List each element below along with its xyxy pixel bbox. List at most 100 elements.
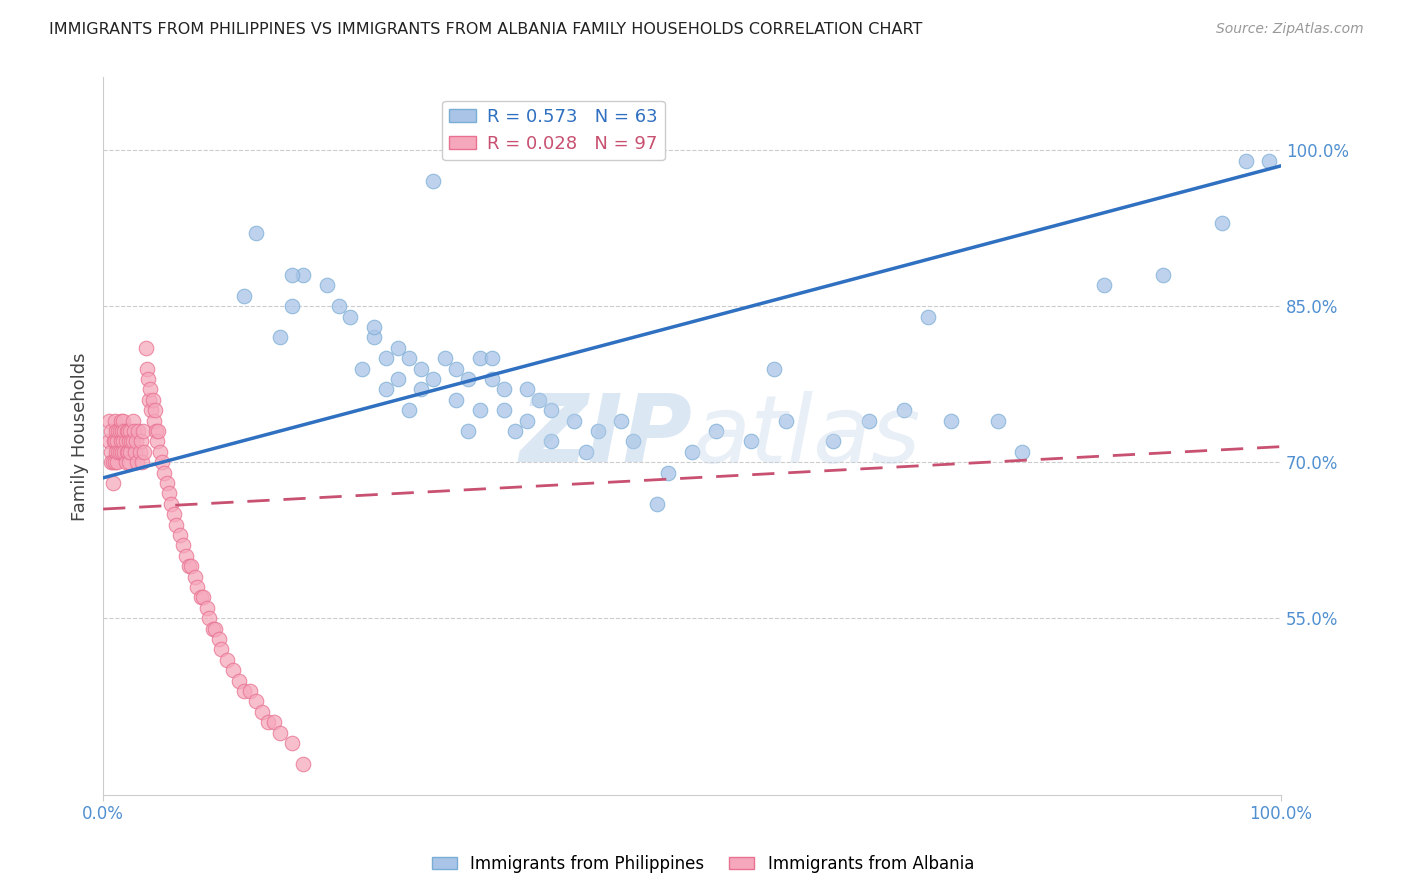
Point: [387, 341, 409, 355]
Point: [387, 372, 409, 386]
Point: [122, 424, 145, 438]
Point: [115, 445, 138, 459]
Point: [186, 580, 208, 594]
Point: [540, 434, 562, 449]
Point: [160, 497, 183, 511]
Point: [245, 227, 267, 241]
Point: [127, 424, 149, 438]
Point: [292, 268, 315, 282]
Point: [120, 424, 142, 438]
Point: [645, 497, 668, 511]
Point: [398, 403, 420, 417]
Point: [207, 632, 229, 646]
Point: [127, 455, 149, 469]
Point: [169, 528, 191, 542]
Point: [128, 445, 150, 459]
Point: [263, 715, 285, 730]
Point: [209, 642, 232, 657]
Point: [100, 424, 122, 438]
Point: [492, 403, 515, 417]
Point: [352, 361, 374, 376]
Point: [339, 310, 361, 324]
Point: [269, 330, 291, 344]
Point: [516, 383, 538, 397]
Point: [150, 455, 173, 469]
Point: [917, 310, 939, 324]
Point: [172, 538, 194, 552]
Point: [1211, 216, 1233, 230]
Point: [105, 434, 128, 449]
Point: [374, 351, 396, 366]
Text: ZIP: ZIP: [519, 391, 692, 483]
Point: [292, 756, 315, 771]
Point: [1011, 445, 1033, 459]
Point: [457, 424, 479, 438]
Point: [422, 174, 444, 188]
Point: [142, 392, 165, 407]
Point: [411, 361, 433, 376]
Point: [112, 424, 135, 438]
Point: [215, 653, 238, 667]
Y-axis label: Family Households: Family Households: [72, 352, 89, 521]
Point: [575, 445, 598, 459]
Point: [146, 434, 169, 449]
Point: [492, 383, 515, 397]
Point: [118, 434, 141, 449]
Point: [143, 403, 166, 417]
Point: [117, 445, 139, 459]
Point: [180, 559, 202, 574]
Text: IMMIGRANTS FROM PHILIPPINES VS IMMIGRANTS FROM ALBANIA FAMILY HOUSEHOLDS CORRELA: IMMIGRANTS FROM PHILIPPINES VS IMMIGRANT…: [49, 22, 922, 37]
Point: [174, 549, 197, 563]
Point: [142, 414, 165, 428]
Point: [153, 466, 176, 480]
Legend: R = 0.573   N = 63, R = 0.028   N = 97: R = 0.573 N = 63, R = 0.028 N = 97: [441, 101, 665, 161]
Point: [1092, 278, 1115, 293]
Point: [101, 455, 124, 469]
Point: [98, 414, 121, 428]
Point: [107, 424, 129, 438]
Point: [114, 434, 136, 449]
Point: [481, 372, 503, 386]
Point: [134, 445, 156, 459]
Point: [363, 320, 385, 334]
Point: [104, 434, 127, 449]
Point: [108, 424, 131, 438]
Point: [221, 663, 243, 677]
Point: [621, 434, 644, 449]
Point: [195, 600, 218, 615]
Point: [363, 330, 385, 344]
Point: [586, 424, 609, 438]
Point: [118, 455, 141, 469]
Point: [433, 351, 456, 366]
Point: [681, 445, 703, 459]
Point: [104, 414, 127, 428]
Point: [101, 476, 124, 491]
Point: [145, 424, 167, 438]
Point: [110, 434, 132, 449]
Point: [105, 424, 128, 438]
Text: Source: ZipAtlas.com: Source: ZipAtlas.com: [1216, 22, 1364, 37]
Point: [124, 445, 146, 459]
Point: [1258, 153, 1281, 168]
Point: [135, 361, 157, 376]
Point: [740, 434, 762, 449]
Point: [156, 476, 179, 491]
Point: [179, 559, 201, 574]
Point: [98, 434, 121, 449]
Point: [446, 392, 468, 407]
Point: [132, 424, 155, 438]
Point: [105, 445, 128, 459]
Point: [141, 403, 163, 417]
Point: [422, 372, 444, 386]
Point: [139, 383, 162, 397]
Point: [111, 424, 134, 438]
Point: [257, 715, 280, 730]
Point: [374, 383, 396, 397]
Point: [120, 445, 142, 459]
Point: [446, 361, 468, 376]
Point: [704, 424, 727, 438]
Legend: Immigrants from Philippines, Immigrants from Albania: Immigrants from Philippines, Immigrants …: [425, 848, 981, 880]
Point: [107, 445, 129, 459]
Point: [108, 445, 131, 459]
Point: [987, 414, 1010, 428]
